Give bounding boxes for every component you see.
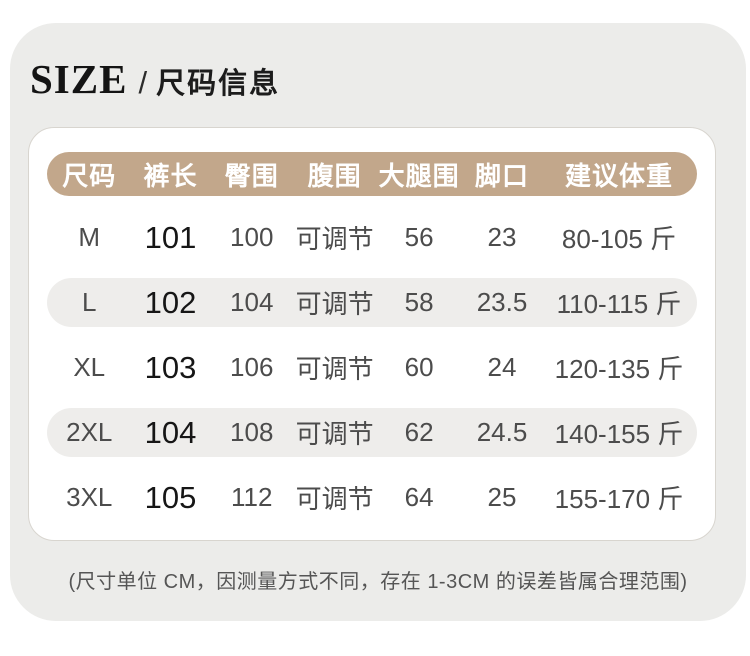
cell-hip: 112 (231, 482, 273, 512)
cell-leg-opening: 24.5 (476, 417, 528, 447)
section-title: SIZE / 尺码信息 (30, 55, 280, 103)
cell-belly: 可调节 (295, 419, 374, 449)
table-row-m: M 101 100 可调节 56 23 80-105 斤 (47, 205, 697, 270)
cell-belly: 可调节 (295, 289, 374, 319)
cell-leg-opening: 25 (487, 482, 517, 512)
cell-suggested-weight: 120-135 斤 (554, 354, 684, 384)
cell-leg-opening: 24 (487, 352, 517, 382)
cell-belly: 可调节 (295, 484, 374, 514)
table-row-2xl: 2XL 104 108 可调节 62 24.5 140-155 斤 (47, 400, 697, 465)
cell-thigh: 56 (404, 222, 434, 252)
cell-size: 2XL (66, 417, 113, 447)
column-header-belly: 腹围 (307, 160, 362, 191)
column-header-thigh: 大腿围 (378, 160, 460, 191)
column-header-hip: 臀围 (224, 160, 279, 191)
cell-suggested-weight: 155-170 斤 (554, 484, 684, 514)
table-row-3xl: 3XL 105 112 可调节 64 25 155-170 斤 (47, 465, 697, 530)
cell-hip: 108 (230, 417, 274, 447)
cell-suggested-weight: 140-155 斤 (554, 419, 684, 449)
column-header-pants-length: 裤长 (143, 160, 198, 191)
cell-leg-opening: 23.5 (476, 287, 528, 317)
section-title-zh: 尺码信息 (156, 68, 281, 100)
cell-pants-length: 102 (144, 284, 197, 320)
cell-pants-length: 105 (144, 479, 197, 515)
cell-hip: 104 (230, 287, 274, 317)
cell-size: M (78, 222, 101, 252)
cell-suggested-weight: 80-105 斤 (561, 224, 677, 254)
column-header-size: 尺码 (62, 160, 117, 191)
cell-belly: 可调节 (295, 224, 374, 254)
cell-thigh: 64 (404, 482, 434, 512)
table-row-l: L 102 104 可调节 58 23.5 110-115 斤 (47, 270, 697, 335)
size-table-body: M 101 100 可调节 56 23 80-105 斤 L 102 104 可… (47, 205, 697, 530)
size-table-header-row: 尺码 裤长 臀围 腹围 大腿围 脚口 建议体重 (47, 152, 697, 196)
cell-size: XL (73, 352, 106, 382)
cell-belly: 可调节 (295, 354, 374, 384)
cell-thigh: 60 (404, 352, 434, 382)
section-title-divider: / (138, 65, 148, 100)
cell-hip: 100 (230, 222, 274, 252)
table-row-xl: XL 103 106 可调节 60 24 120-135 斤 (47, 335, 697, 400)
cell-pants-length: 104 (144, 414, 197, 450)
cell-thigh: 58 (404, 287, 434, 317)
cell-size: L (82, 287, 97, 317)
cell-pants-length: 103 (144, 349, 197, 385)
cell-suggested-weight: 110-115 斤 (556, 289, 682, 319)
column-header-suggested-weight: 建议体重 (564, 160, 673, 191)
cell-pants-length: 101 (144, 219, 197, 255)
cell-hip: 106 (230, 352, 274, 382)
column-header-leg-opening: 脚口 (474, 160, 529, 191)
size-info-panel: SIZE / 尺码信息 尺码 裤长 臀围 腹围 大腿围 脚口 建议体重 M 10… (10, 23, 746, 621)
measurement-note: (尺寸单位 CM，因测量方式不同，存在 1-3CM 的误差皆属合理范围) (68, 571, 688, 593)
cell-leg-opening: 23 (487, 222, 517, 252)
section-title-en: SIZE (30, 56, 128, 102)
size-table-card: 尺码 裤长 臀围 腹围 大腿围 脚口 建议体重 M 101 100 可调节 56… (28, 127, 716, 541)
cell-thigh: 62 (404, 417, 434, 447)
cell-size: 3XL (66, 482, 113, 512)
